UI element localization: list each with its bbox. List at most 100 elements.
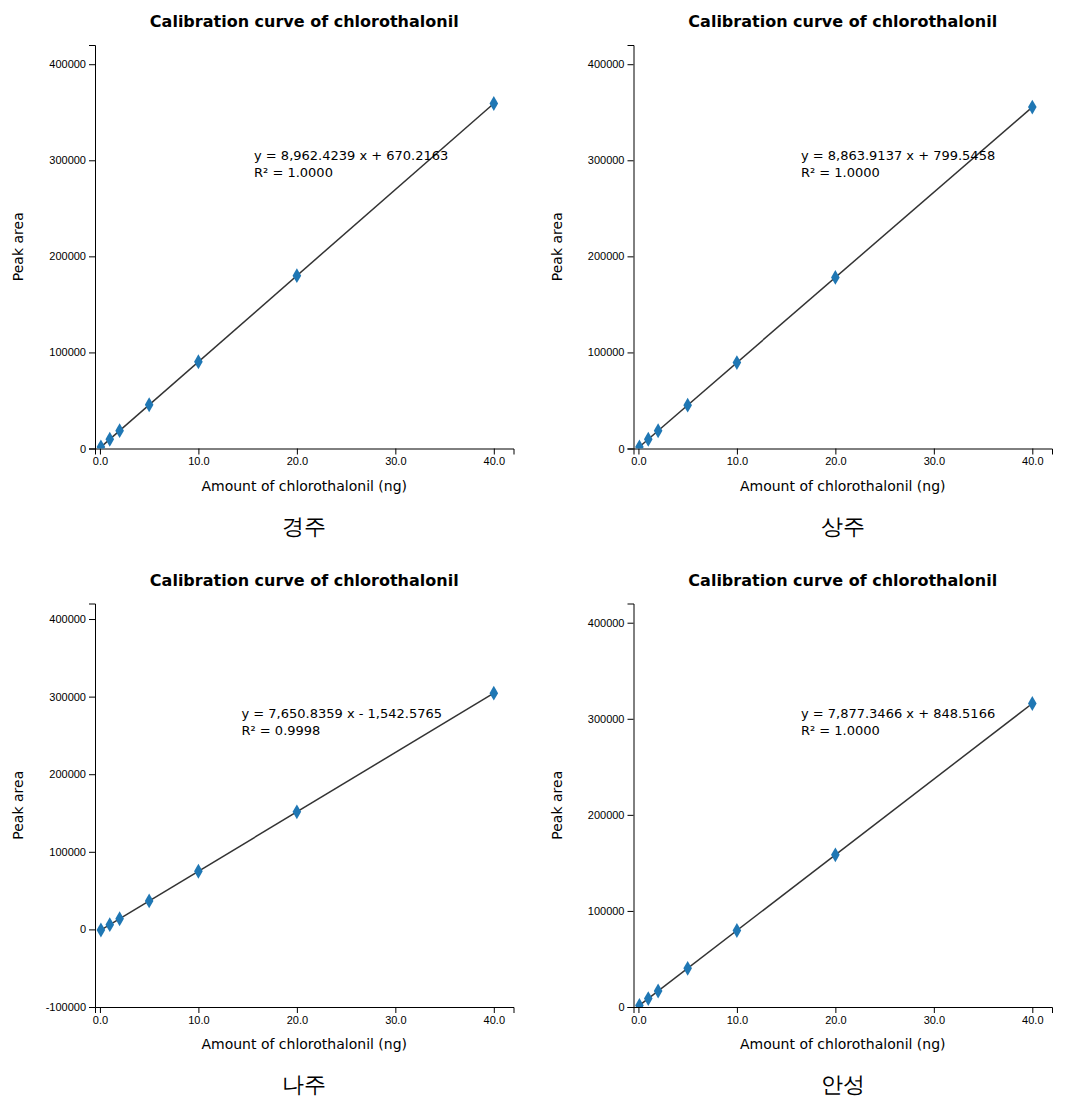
tick-mark bbox=[89, 929, 95, 930]
tick-label: 30.0 bbox=[924, 1014, 945, 1026]
axis-line bbox=[634, 1008, 1053, 1014]
tick: 300000 bbox=[588, 713, 634, 725]
tick: 10.0 bbox=[727, 449, 748, 468]
title: Calibration curve of chlorothalonil bbox=[150, 12, 459, 31]
tick-label: 20.0 bbox=[825, 1014, 846, 1026]
tick: 30.0 bbox=[385, 1007, 406, 1026]
data-point bbox=[1028, 100, 1037, 115]
annotation: R² = 1.0000 bbox=[801, 165, 880, 180]
tick: 0.0 bbox=[631, 449, 646, 468]
tick-mark bbox=[89, 256, 95, 257]
tick: 40.0 bbox=[484, 1007, 505, 1026]
tick-label: 0 bbox=[80, 923, 86, 935]
tick: 100000 bbox=[49, 346, 95, 358]
tick-label: 100000 bbox=[588, 346, 625, 358]
tick: 30.0 bbox=[924, 449, 945, 468]
tick: 0 bbox=[80, 923, 95, 935]
tick-mark bbox=[1032, 1007, 1033, 1013]
tick-label: 200000 bbox=[49, 250, 86, 262]
annotation: R² = 1.0000 bbox=[801, 723, 880, 738]
subtitle: 안성 bbox=[821, 1072, 865, 1097]
tick-mark bbox=[835, 449, 836, 455]
tick-mark bbox=[628, 719, 634, 720]
data-point bbox=[194, 864, 203, 879]
tick-label: 10.0 bbox=[188, 1014, 209, 1026]
tick-mark bbox=[1032, 449, 1033, 455]
tick: 0 bbox=[618, 1001, 633, 1013]
tick-label: -100000 bbox=[46, 1001, 86, 1013]
fit-line bbox=[638, 703, 1032, 1006]
tick: 200000 bbox=[49, 768, 95, 780]
tick-label: 30.0 bbox=[385, 1014, 406, 1026]
tick-mark bbox=[494, 449, 495, 455]
tick-mark bbox=[934, 1007, 935, 1013]
annotation: R² = 0.9998 bbox=[241, 723, 320, 738]
tick-mark bbox=[628, 1007, 634, 1008]
tick-label: 400000 bbox=[588, 58, 625, 70]
tick-label: 10.0 bbox=[727, 455, 748, 467]
y-axis: 0100000200000300000400000 bbox=[588, 604, 634, 1013]
tick: 0.0 bbox=[93, 449, 108, 468]
tick-mark bbox=[100, 449, 101, 455]
tick-label: 100000 bbox=[588, 905, 625, 917]
tick-mark bbox=[737, 1007, 738, 1013]
tick: 200000 bbox=[49, 250, 95, 262]
tick: 100000 bbox=[49, 846, 95, 858]
tick: 20.0 bbox=[825, 449, 846, 468]
subplot: 0.010.020.030.040.0010000020000030000040… bbox=[549, 12, 1053, 539]
y-axis-title: Peak area bbox=[10, 771, 26, 840]
tick: 0.0 bbox=[631, 1007, 646, 1026]
tick-mark bbox=[628, 911, 634, 912]
tick-mark bbox=[89, 160, 95, 161]
tick: 30.0 bbox=[385, 449, 406, 468]
data-point bbox=[490, 96, 499, 111]
tick: 20.0 bbox=[287, 1007, 308, 1026]
plot-area bbox=[635, 100, 1036, 449]
tick-label: 400000 bbox=[49, 58, 86, 70]
tick-label: 10.0 bbox=[188, 455, 209, 467]
data-point bbox=[831, 270, 840, 285]
data-point bbox=[97, 440, 106, 449]
tick: 100000 bbox=[588, 346, 634, 358]
tick-label: 100000 bbox=[49, 846, 86, 858]
tick-mark bbox=[89, 697, 95, 698]
tick-label: 10.0 bbox=[727, 1014, 748, 1026]
data-point bbox=[1028, 696, 1037, 711]
tick: -100000 bbox=[46, 1001, 95, 1013]
tick: 300000 bbox=[49, 691, 95, 703]
tick-label: 300000 bbox=[588, 713, 625, 725]
tick-mark bbox=[198, 1007, 199, 1013]
tick: 200000 bbox=[588, 250, 634, 262]
data-point bbox=[145, 893, 154, 908]
data-point bbox=[105, 432, 114, 447]
tick-label: 20.0 bbox=[825, 455, 846, 467]
tick-label: 20.0 bbox=[287, 1014, 308, 1026]
tick-mark bbox=[934, 449, 935, 455]
plot-area bbox=[97, 686, 498, 938]
tick: 0 bbox=[80, 443, 95, 455]
subtitle: 상주 bbox=[821, 514, 865, 539]
data-point bbox=[145, 397, 154, 412]
tick-label: 300000 bbox=[49, 154, 86, 166]
axis-line bbox=[634, 449, 1053, 455]
y-axis-title: Peak area bbox=[10, 212, 26, 281]
tick: 300000 bbox=[49, 154, 95, 166]
tick: 20.0 bbox=[287, 449, 308, 468]
tick-label: 200000 bbox=[49, 768, 86, 780]
annotation: y = 7,877.3466 x + 848.5166 bbox=[801, 706, 995, 721]
x-axis: 0.010.020.030.040.0 bbox=[631, 1007, 1052, 1026]
annotation: y = 8,863.9137 x + 799.5458 bbox=[801, 148, 995, 163]
tick: 10.0 bbox=[188, 449, 209, 468]
tick-mark bbox=[89, 619, 95, 620]
tick-mark bbox=[628, 64, 634, 65]
data-point bbox=[831, 847, 840, 862]
tick-mark bbox=[89, 852, 95, 853]
data-point bbox=[654, 423, 663, 438]
fit-line bbox=[638, 107, 1032, 448]
tick-mark bbox=[494, 1007, 495, 1013]
tick-mark bbox=[89, 352, 95, 353]
data-point bbox=[293, 804, 302, 819]
annotation: y = 8,962.4239 x + 670.2163 bbox=[254, 148, 448, 163]
x-axis-title: Amount of chlorothalonil (ng) bbox=[201, 1036, 407, 1052]
data-point bbox=[115, 911, 124, 926]
